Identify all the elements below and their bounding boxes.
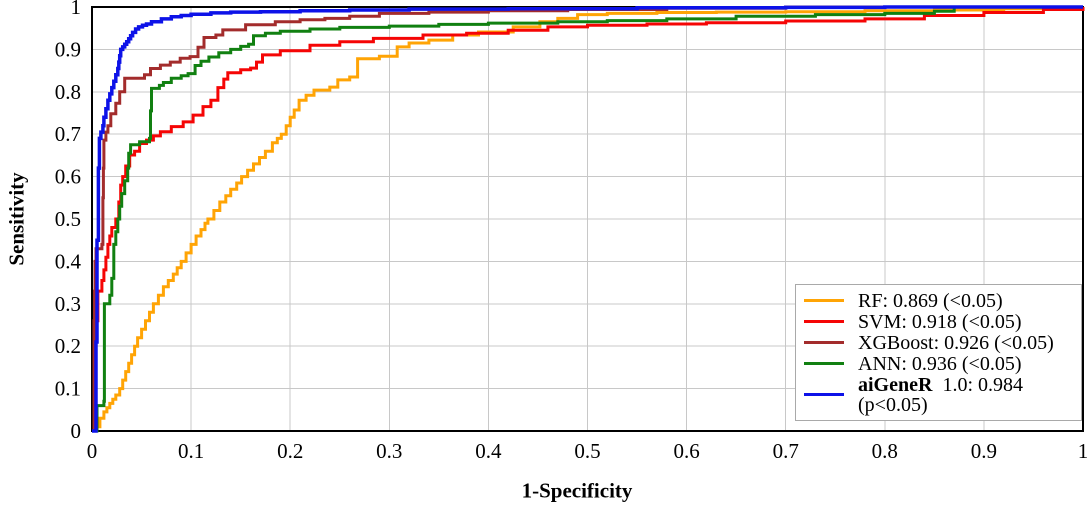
x-tick-label: 0.3 (376, 439, 402, 463)
x-tick-label: 0.7 (773, 439, 799, 463)
y-tick-label: 0.8 (55, 80, 81, 104)
legend-label: XGBoost: 0.926 (<0.05) (858, 333, 1054, 353)
legend-label-text: RF: 0.869 (<0.05) (858, 289, 1003, 312)
x-tick-label: 0.1 (178, 439, 204, 463)
legend-swatch (804, 341, 844, 344)
legend-item-rf: RF: 0.869 (<0.05) (804, 291, 1081, 311)
legend-label: RF: 0.869 (<0.05) (858, 291, 1003, 311)
legend-swatch (804, 299, 844, 302)
x-tick-label: 0.5 (574, 439, 600, 463)
legend-label: ANN: 0.936 (<0.05) (858, 354, 1022, 374)
y-tick-label: 1 (71, 0, 82, 19)
x-tick-label: 1 (1078, 439, 1089, 463)
x-tick-label: 0.4 (475, 439, 502, 463)
legend-label-text: SVM: 0.918 (<0.05) (858, 310, 1022, 333)
y-tick-label: 0.5 (55, 207, 81, 231)
x-axis-title: 1-Specificity (521, 478, 633, 503)
legend-label-text: XGBoost: 0.926 (<0.05) (858, 331, 1054, 354)
legend: RF: 0.869 (<0.05) SVM: 0.918 (<0.05) XGBoo… (795, 284, 1082, 421)
x-tick-label: 0.8 (872, 439, 898, 463)
y-tick-label: 0.1 (55, 377, 81, 401)
x-tick-label: 0.9 (971, 439, 997, 463)
legend-label-text: ANN: 0.936 (<0.05) (858, 352, 1022, 375)
legend-item-svm: SVM: 0.918 (<0.05) (804, 312, 1081, 332)
legend-item-aigener-1-0: aiGeneR 1.0: 0.984 (p<0.05) (804, 375, 1081, 415)
legend-label-model-name: aiGeneR (858, 373, 933, 396)
x-tick-label: 0.6 (673, 439, 699, 463)
y-tick-label: 0.9 (55, 37, 81, 61)
legend-label: aiGeneR 1.0: 0.984 (p<0.05) (858, 375, 1081, 415)
legend-label: SVM: 0.918 (<0.05) (858, 312, 1022, 332)
roc-curve-ann (92, 5, 1083, 433)
legend-swatch (804, 362, 844, 365)
legend-label-text: 1.0: 0.984 (p<0.05) (858, 373, 1023, 416)
x-tick-label: 0 (87, 439, 98, 463)
roc-curve-svm (92, 7, 1085, 433)
y-tick-label: 0.2 (55, 334, 81, 358)
y-axis-title: Sensitivity (4, 172, 29, 266)
legend-item-ann: ANN: 0.936 (<0.05) (804, 354, 1081, 374)
legend-swatch (804, 320, 844, 323)
legend-item-xgboost: XGBoost: 0.926 (<0.05) (804, 333, 1081, 353)
y-tick-label: 0 (71, 419, 82, 443)
roc-curve-aigener-1-0 (92, 5, 1083, 433)
y-tick-label: 0.4 (55, 249, 82, 273)
legend-swatch (804, 393, 844, 396)
y-tick-label: 0.6 (55, 165, 81, 189)
x-tick-label: 0.2 (277, 439, 303, 463)
y-tick-label: 0.3 (55, 292, 81, 316)
roc-curve-xgboost (92, 5, 1083, 433)
y-tick-label: 0.7 (55, 122, 81, 146)
